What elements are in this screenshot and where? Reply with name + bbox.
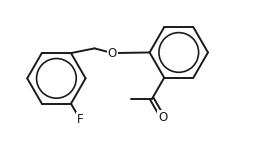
Text: O: O — [158, 111, 167, 124]
Text: O: O — [108, 47, 117, 60]
Text: F: F — [77, 113, 84, 126]
